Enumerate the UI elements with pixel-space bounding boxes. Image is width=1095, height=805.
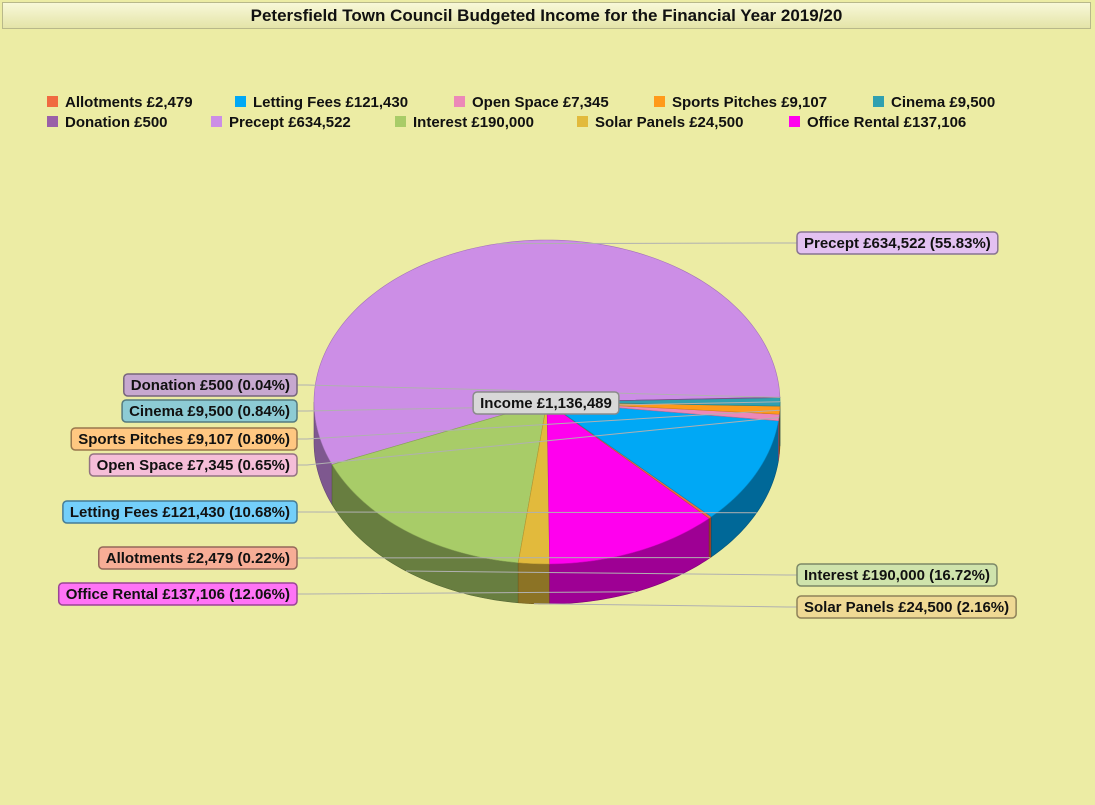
legend-swatch — [873, 96, 884, 107]
slice-office-rental — [546, 401, 710, 565]
chart-legend: Allotments £2,479 Letting Fees £121,430 Op… — [47, 94, 995, 131]
leader-line — [297, 401, 781, 412]
slice-solar-panels — [517, 401, 550, 565]
legend-item-donation: Donation £500 — [47, 114, 168, 131]
legend-swatch — [47, 96, 58, 107]
data-label-interest-text: Interest £190,000 (16.72%) — [804, 567, 990, 584]
data-label-office-rental-text: Office Rental £137,106 (12.06%) — [66, 586, 290, 603]
legend-label: Letting Fees £121,430 — [253, 94, 408, 111]
legend-label: Allotments £2,479 — [65, 94, 193, 111]
leader-line — [406, 570, 797, 576]
legend-label: Open Space £7,345 — [472, 94, 609, 111]
legend-label: Precept £634,522 — [229, 114, 351, 131]
data-label-allotments-text: Allotments £2,479 (0.22%) — [106, 550, 290, 567]
data-label-precept-box — [796, 231, 999, 255]
legend-swatch — [577, 116, 588, 127]
legend-item-open-space: Open Space £7,345 — [454, 94, 609, 111]
data-label-solar-panels-text: Solar Panels £24,500 (2.16%) — [804, 599, 1009, 616]
legend-item-cinema: Cinema £9,500 — [873, 94, 995, 111]
data-label-sports-pitches-box — [70, 427, 298, 451]
data-label-donation-text: Donation £500 (0.04%) — [131, 377, 290, 394]
legend-swatch — [395, 116, 406, 127]
data-label-allotments: Allotments £2,479 (0.22%) — [98, 546, 298, 570]
data-label-interest-box — [796, 563, 998, 587]
chart-title: Petersfield Town Council Budgeted Income… — [2, 2, 1091, 29]
data-label-open-space: Open Space £7,345 (0.65%) — [88, 453, 298, 477]
leader-line — [497, 242, 797, 245]
legend-item-solar-panels: Solar Panels £24,500 — [577, 114, 743, 131]
data-label-precept-text: Precept £634,522 (55.83%) — [804, 235, 991, 252]
legend-label: Sports Pitches £9,107 — [672, 94, 827, 111]
data-label-interest: Interest £190,000 (16.72%) — [796, 563, 998, 587]
leader-line — [297, 591, 636, 595]
pie-body — [313, 239, 781, 605]
legend-label: Cinema £9,500 — [891, 94, 995, 111]
leader-line — [297, 417, 779, 466]
data-label-donation: Donation £500 (0.04%) — [123, 373, 298, 397]
slice-side-allotments — [708, 516, 712, 559]
legend-swatch — [454, 96, 465, 107]
legend-label: Interest £190,000 — [413, 114, 534, 131]
legend-item-interest: Interest £190,000 — [395, 114, 534, 131]
data-label-sports-pitches: Sports Pitches £9,107 (0.80%) — [70, 427, 298, 451]
legend-swatch — [47, 116, 58, 127]
data-label-letting-fees-box — [62, 500, 298, 524]
legend-item-office-rental: Office Rental £137,106 — [789, 114, 966, 131]
slice-labels: Precept £634,522 (55.83%) Interest £190,0… — [57, 231, 1017, 619]
center-label-box — [472, 391, 620, 415]
legend-swatch — [789, 116, 800, 127]
data-label-office-rental: Office Rental £137,106 (12.06%) — [57, 582, 298, 606]
data-label-sports-pitches-text: Sports Pitches £9,107 (0.80%) — [78, 431, 290, 448]
slice-letting-fees — [545, 401, 779, 518]
legend-label: Solar Panels £24,500 — [595, 114, 743, 131]
legend-label: Office Rental £137,106 — [807, 114, 966, 131]
leader-line — [533, 603, 797, 608]
legend-item-allotments: Allotments £2,479 — [47, 94, 193, 111]
legend-swatch — [235, 96, 246, 107]
legend-swatch — [654, 96, 665, 107]
data-label-allotments-box — [98, 546, 298, 570]
center-label-text: Income £1,136,489 — [480, 395, 612, 412]
legend-label: Donation £500 — [65, 114, 168, 131]
data-label-solar-panels: Solar Panels £24,500 (2.16%) — [796, 595, 1017, 619]
legend-swatch — [211, 116, 222, 127]
data-label-precept: Precept £634,522 (55.83%) — [796, 231, 999, 255]
legend-item-precept: Precept £634,522 — [211, 114, 351, 131]
leader-line — [297, 384, 780, 398]
data-label-solar-panels-box — [796, 595, 1017, 619]
data-label-donation-box — [123, 373, 298, 397]
data-label-open-space-text: Open Space £7,345 (0.65%) — [97, 457, 290, 474]
slice-side-solar-panels — [517, 562, 550, 605]
data-label-letting-fees-text: Letting Fees £121,430 (10.68%) — [70, 504, 290, 521]
data-label-cinema: Cinema £9,500 (0.84%) — [121, 399, 298, 423]
data-label-cinema-box — [121, 399, 298, 423]
data-label-cinema-text: Cinema £9,500 (0.84%) — [129, 403, 290, 420]
leader-lines — [297, 242, 797, 608]
data-label-open-space-box — [88, 453, 298, 477]
legend-item-letting-fees: Letting Fees £121,430 — [235, 94, 408, 111]
legend-item-sports-pitches: Sports Pitches £9,107 — [654, 94, 827, 111]
center-label: Income £1,136,489 — [472, 391, 620, 415]
data-label-office-rental-box — [57, 582, 298, 606]
leader-line — [297, 511, 757, 514]
leader-line — [297, 409, 780, 440]
data-label-letting-fees: Letting Fees £121,430 (10.68%) — [62, 500, 298, 524]
